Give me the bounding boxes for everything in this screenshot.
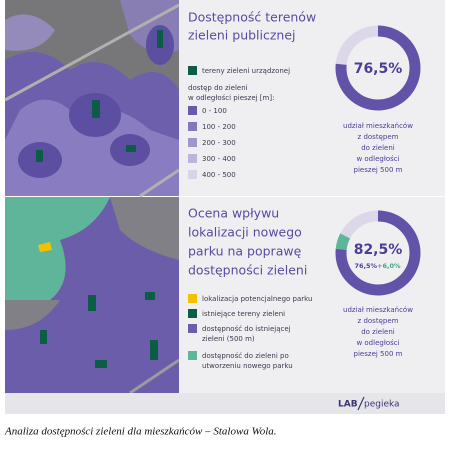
legend-swatch [188, 138, 197, 147]
description: udział mieszkańców [343, 122, 413, 130]
title: parku na poprawę [188, 244, 302, 259]
description: pieszej 500 m [354, 350, 403, 358]
legend-swatch [188, 351, 197, 360]
donut-label: 82,5% [354, 242, 403, 258]
legend-label: dostępność do istniejącej [202, 325, 291, 333]
donut-label: 76,5% [354, 61, 403, 77]
title: dostępności zieleni [188, 263, 307, 278]
legend-heading: dostęp do zieleni [188, 84, 248, 92]
description: do zieleni [361, 328, 395, 336]
description: w odległości [356, 155, 399, 163]
title: lokalizacji nowego [188, 225, 302, 240]
legend-swatch [188, 309, 197, 318]
description: pieszej 500 m [354, 166, 403, 174]
description: udział mieszkańców [343, 306, 413, 314]
legend-label: 200 - 300 [202, 139, 236, 147]
legend-label: tereny zieleni urządzonej [202, 67, 290, 75]
title: zieleni publicznej [188, 28, 296, 43]
logo: pegieka [364, 400, 400, 410]
legend-swatch [188, 170, 197, 179]
legend-label: 300 - 400 [202, 155, 236, 163]
legend-label: 0 - 100 [202, 107, 227, 115]
legend-swatch [188, 122, 197, 131]
map-top [4, 0, 180, 198]
donut-segment [335, 210, 421, 296]
legend-label: 100 - 200 [202, 123, 236, 131]
map-bottom [5, 197, 180, 395]
legend-label: istniejące tereny zieleni [202, 310, 285, 318]
legend-swatch [188, 106, 197, 115]
caption: Analiza dostępności zieleni dla mieszkań… [4, 426, 277, 438]
legend-swatch [188, 66, 197, 75]
donut-segment [335, 25, 421, 111]
logo: LAB [338, 400, 358, 410]
description: z dostępem [358, 133, 399, 141]
legend-label: 400 - 500 [202, 171, 236, 179]
legend-label: zieleni (500 m) [202, 335, 255, 343]
donut-sublabel: +6,0% [377, 262, 401, 270]
legend-swatch [188, 154, 197, 163]
description: do zieleni [361, 144, 395, 152]
description: z dostępem [358, 317, 399, 325]
donut-sublabel: 76,5% [354, 262, 377, 270]
title: Dostępność terenów [188, 10, 316, 25]
legend-label: lokalizacja potencjalnego parku [202, 295, 312, 303]
footer [5, 393, 445, 414]
legend-heading: w odległości pieszej [m]: [188, 94, 274, 102]
legend-label: dostępność do zieleni po [202, 352, 289, 360]
legend-label: utworzeniu nowego parku [202, 362, 293, 370]
legend-swatch [188, 294, 197, 303]
legend-swatch [188, 324, 197, 333]
logo-slash [357, 396, 365, 411]
title: Ocena wpływu [188, 206, 279, 221]
description: w odległości [356, 339, 399, 347]
